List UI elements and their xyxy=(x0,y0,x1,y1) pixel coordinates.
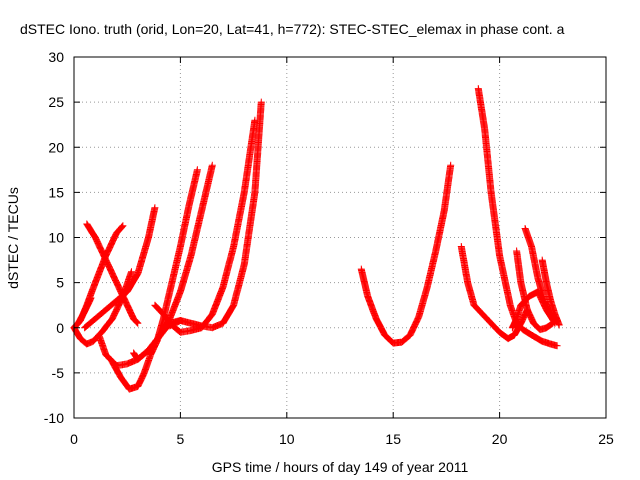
series-13-markers xyxy=(474,85,561,350)
x-tick-label: 25 xyxy=(598,431,614,447)
x-tick-label: 15 xyxy=(385,431,401,447)
series-5 xyxy=(81,204,159,332)
y-tick-label: -5 xyxy=(52,365,65,381)
y-tick-label: 5 xyxy=(56,275,64,291)
data-points xyxy=(70,85,563,393)
series-16 xyxy=(538,256,563,329)
series-3-markers xyxy=(83,220,142,327)
series-12 xyxy=(457,243,531,343)
series-14-markers xyxy=(513,247,557,334)
series-17-markers xyxy=(508,288,559,332)
y-tick-label: 10 xyxy=(48,230,64,246)
series-11-markers xyxy=(357,161,455,347)
series-3 xyxy=(83,220,142,327)
series-13 xyxy=(474,85,561,350)
series-10-markers xyxy=(166,98,265,332)
y-tick-label: 25 xyxy=(48,94,64,110)
series-16-markers xyxy=(538,256,563,329)
series-11 xyxy=(357,161,455,347)
series-12-markers xyxy=(457,243,531,343)
x-tick-label: 0 xyxy=(70,431,78,447)
y-tick-label: 0 xyxy=(56,320,64,336)
chart-title: dSTEC Iono. truth (orid, Lon=20, Lat=41,… xyxy=(20,21,565,37)
y-axis-ticks: -10 -5 0 5 10 15 20 25 30 xyxy=(44,49,606,426)
y-tick-label: 20 xyxy=(48,139,64,155)
y-tick-label: -10 xyxy=(44,410,64,426)
series-10 xyxy=(166,98,265,332)
series-14 xyxy=(513,247,557,334)
y-tick-label: 30 xyxy=(48,49,64,65)
x-axis-ticks: 0 5 10 15 20 25 xyxy=(70,57,614,447)
series-5-markers xyxy=(81,204,159,332)
x-tick-label: 20 xyxy=(492,431,508,447)
series-17 xyxy=(508,288,559,332)
x-tick-label: 10 xyxy=(279,431,295,447)
y-axis-label: dSTEC / TECUs xyxy=(5,187,21,289)
y-tick-label: 15 xyxy=(48,184,64,200)
x-axis-label: GPS time / hours of day 149 of year 2011 xyxy=(212,459,469,475)
x-tick-label: 5 xyxy=(177,431,185,447)
